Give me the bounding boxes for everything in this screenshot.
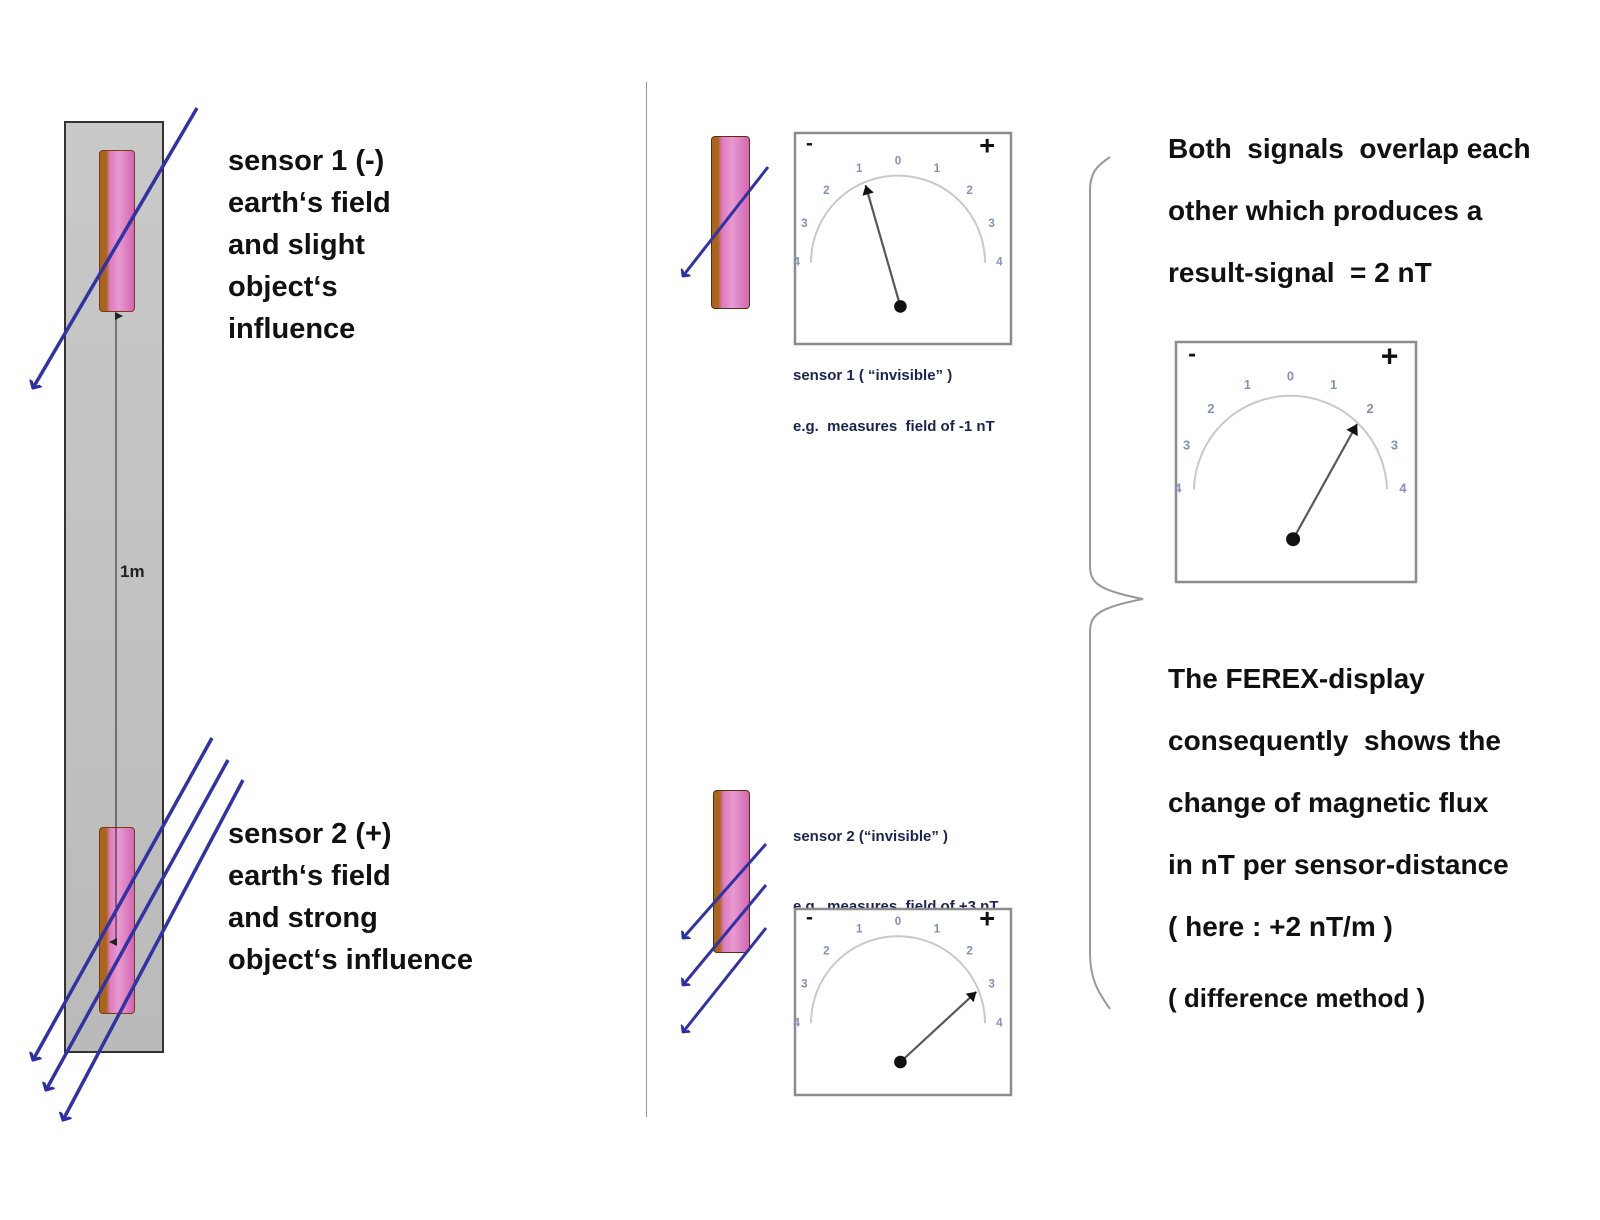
svg-text:3: 3	[988, 217, 995, 230]
svg-text:1: 1	[1244, 377, 1251, 392]
svg-text:+: +	[979, 903, 995, 934]
svg-text:1: 1	[856, 923, 863, 936]
svg-text:1: 1	[934, 162, 941, 175]
svg-text:0: 0	[895, 154, 901, 167]
svg-text:3: 3	[1183, 438, 1190, 453]
svg-text:-: -	[806, 132, 813, 155]
svg-text:2: 2	[966, 945, 972, 958]
svg-text:4: 4	[1174, 481, 1182, 496]
svg-text:4: 4	[996, 256, 1003, 269]
svg-text:4: 4	[1399, 481, 1407, 496]
svg-text:2: 2	[1366, 401, 1373, 416]
svg-text:1: 1	[856, 162, 863, 175]
svg-text:4: 4	[793, 256, 800, 269]
svg-text:-: -	[806, 905, 813, 928]
svg-text:2: 2	[823, 945, 829, 958]
svg-text:2: 2	[1207, 401, 1214, 416]
svg-text:4: 4	[793, 1016, 800, 1029]
svg-text:0: 0	[1287, 368, 1294, 383]
svg-text:3: 3	[801, 217, 808, 230]
svg-text:3: 3	[988, 978, 995, 991]
svg-text:3: 3	[1391, 438, 1398, 453]
svg-text:2: 2	[823, 184, 829, 197]
svg-text:3: 3	[801, 978, 808, 991]
svg-text:1: 1	[1330, 377, 1337, 392]
svg-text:0: 0	[895, 915, 901, 928]
svg-text:+: +	[1381, 340, 1399, 373]
svg-text:-: -	[1188, 340, 1196, 366]
svg-text:2: 2	[966, 184, 972, 197]
svg-text:+: +	[979, 129, 995, 160]
svg-text:4: 4	[996, 1016, 1003, 1029]
svg-text:1: 1	[934, 923, 941, 936]
